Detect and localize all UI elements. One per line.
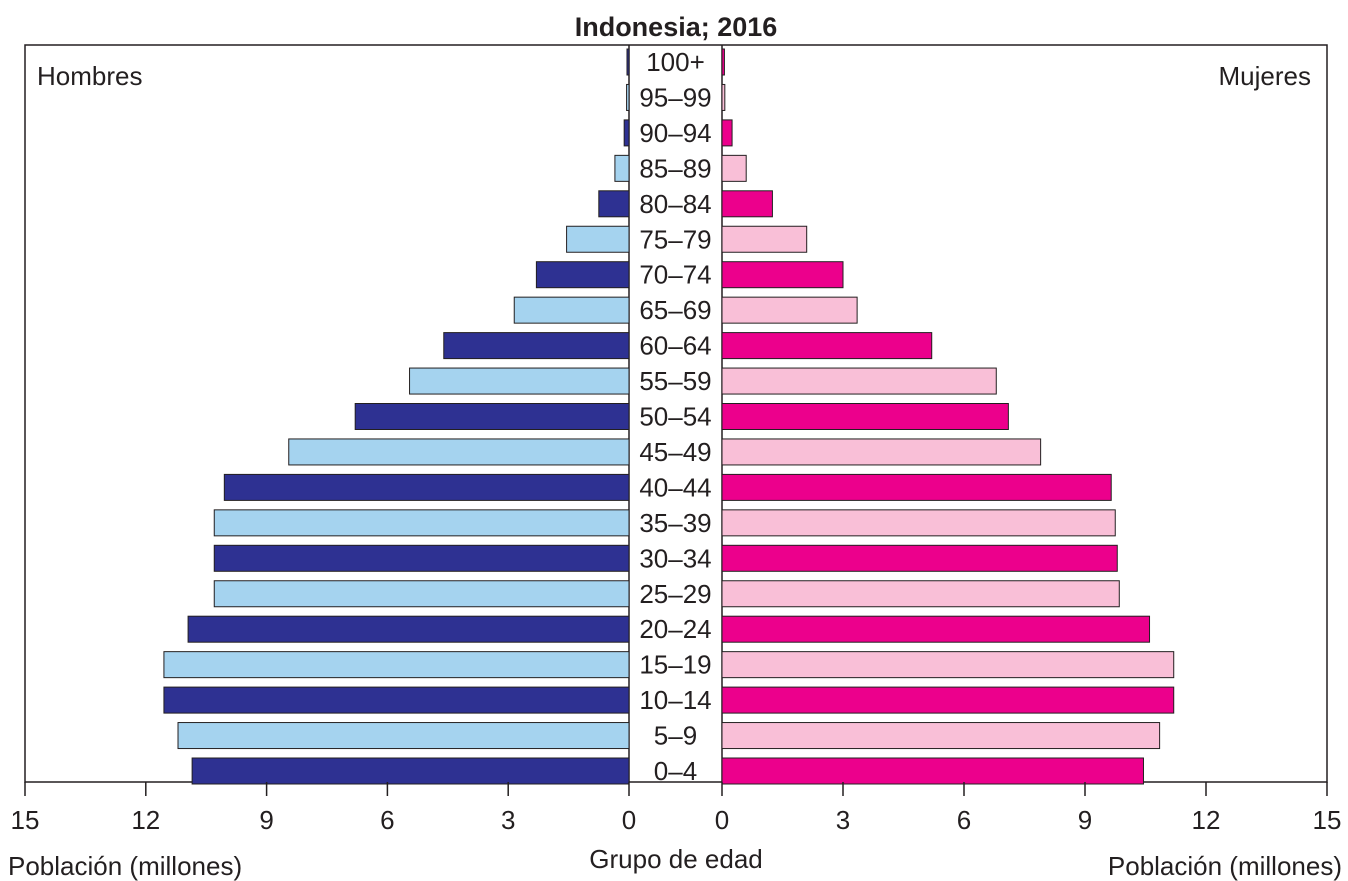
female-bar <box>721 509 1116 537</box>
male-bar <box>614 154 630 182</box>
male-bar <box>213 509 630 537</box>
age-group-label: 5–9 <box>654 721 697 751</box>
female-bar <box>721 261 844 289</box>
male-bar <box>566 225 630 253</box>
x-tick-label: 0 <box>715 805 729 835</box>
x-tick-label: 12 <box>131 805 160 835</box>
x-tick-label: 15 <box>11 805 40 835</box>
x-tick-label: 3 <box>836 805 850 835</box>
age-group-label: 55–59 <box>639 366 711 396</box>
female-bar <box>721 154 747 182</box>
x-tick-label: 12 <box>1192 805 1221 835</box>
age-group-label: 30–34 <box>639 543 711 573</box>
male-bars <box>163 48 630 785</box>
female-bar <box>721 544 1118 572</box>
male-bar <box>163 686 630 714</box>
female-bar <box>721 190 773 218</box>
left-series-label: Hombres <box>37 61 142 91</box>
age-group-label: 15–19 <box>639 650 711 680</box>
right-axis-ticks: 0 3 6 9 12 15 <box>715 782 1342 835</box>
age-group-label: 60–64 <box>639 331 711 361</box>
female-bar <box>721 722 1161 750</box>
male-bar <box>191 757 630 785</box>
female-bar <box>721 332 933 360</box>
right-x-axis-title: Población (millones) <box>1108 851 1342 881</box>
age-group-label: 20–24 <box>639 614 711 644</box>
chart-title: Indonesia; 2016 <box>575 12 778 42</box>
female-bar <box>721 473 1112 501</box>
age-group-label: 80–84 <box>639 189 711 219</box>
male-bar <box>443 332 630 360</box>
age-group-label: 45–49 <box>639 437 711 467</box>
female-bar <box>721 119 733 147</box>
female-bars <box>721 48 1175 785</box>
x-tick-label: 15 <box>1313 805 1342 835</box>
male-bar <box>223 473 630 501</box>
age-group-label: 0–4 <box>654 756 697 786</box>
male-bar <box>623 119 630 147</box>
left-x-axis-title: Población (millones) <box>8 851 242 881</box>
female-bar <box>721 615 1151 643</box>
x-tick-label: 0 <box>622 805 636 835</box>
male-bar <box>213 580 630 608</box>
male-bar <box>213 544 630 572</box>
age-group-label: 70–74 <box>639 260 711 290</box>
x-tick-label: 9 <box>259 805 273 835</box>
female-bar <box>721 651 1175 679</box>
female-bar <box>721 686 1175 714</box>
male-bar <box>288 438 630 466</box>
age-group-label: 40–44 <box>639 472 711 502</box>
female-bar <box>721 580 1120 608</box>
female-bar <box>721 225 808 253</box>
x-tick-label: 3 <box>501 805 515 835</box>
age-group-label: 95–99 <box>639 82 711 112</box>
male-bar <box>598 190 630 218</box>
left-axis-ticks: 15 12 9 6 3 0 <box>11 782 636 835</box>
female-bar <box>721 438 1042 466</box>
age-group-label: 100+ <box>646 47 705 77</box>
male-bar <box>354 403 630 430</box>
age-group-label: 85–89 <box>639 153 711 183</box>
female-bar <box>721 48 725 76</box>
male-bar <box>513 296 630 324</box>
age-group-label: 25–29 <box>639 579 711 609</box>
x-tick-label: 6 <box>957 805 971 835</box>
center-axis-title: Grupo de edad <box>589 844 762 874</box>
age-group-label: 50–54 <box>639 402 711 432</box>
age-group-label: 65–69 <box>639 295 711 325</box>
male-bar <box>163 651 630 679</box>
male-bar <box>535 261 630 289</box>
age-group-labels: 100+ 95–99 90–94 85–89 80–84 75–79 70–74 65–69 6… <box>639 47 711 786</box>
male-bar <box>177 722 630 750</box>
age-group-label: 35–39 <box>639 508 711 538</box>
female-bar <box>721 403 1009 430</box>
right-series-label: Mujeres <box>1219 61 1311 91</box>
female-bar <box>721 757 1144 785</box>
male-bar <box>626 83 630 111</box>
x-tick-label: 9 <box>1078 805 1092 835</box>
female-bar <box>721 367 997 395</box>
age-group-label: 10–14 <box>639 685 711 715</box>
male-bar <box>409 367 630 395</box>
female-bar <box>721 83 726 111</box>
male-bar <box>626 48 630 76</box>
male-bar <box>187 615 630 643</box>
plot-frame <box>24 44 1328 783</box>
female-bar <box>721 296 858 324</box>
age-group-label: 90–94 <box>639 118 711 148</box>
x-tick-label: 6 <box>380 805 394 835</box>
age-group-label: 75–79 <box>639 224 711 254</box>
